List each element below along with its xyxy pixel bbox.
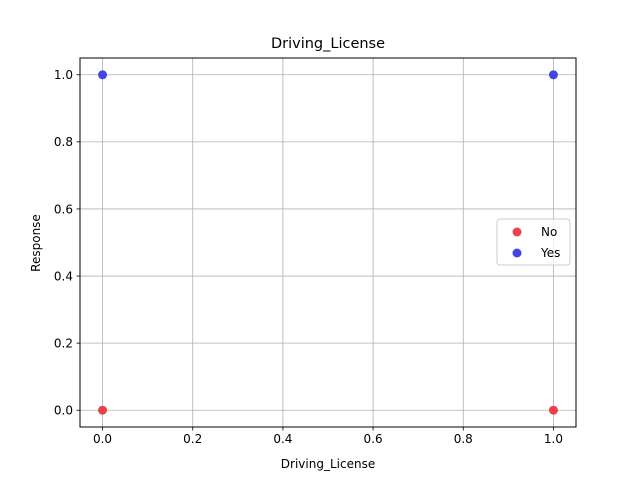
axis-ticks: 0.0 0.2 0.4 0.6 0.8 1.0 0.0 0.2 0.4 0.6 0.8 1.0 xyxy=(54,68,563,446)
grid-lines xyxy=(80,58,576,427)
plot-area xyxy=(80,58,576,427)
y-tick-label: 0.2 xyxy=(54,336,73,350)
y-tick-label: 0.8 xyxy=(54,135,73,149)
x-tick-label: 0.4 xyxy=(273,432,292,446)
plot-frame xyxy=(79,57,577,428)
x-tick-label: 0.0 xyxy=(93,432,112,446)
data-points xyxy=(98,70,558,415)
data-point-no xyxy=(548,405,558,415)
y-tick-label: 1.0 xyxy=(54,68,73,82)
y-tick-label: 0.0 xyxy=(54,404,73,418)
x-tick-label: 0.6 xyxy=(364,432,383,446)
y-tick-label: 0.6 xyxy=(54,202,73,216)
legend-marker-no xyxy=(512,227,522,237)
x-tick-label: 0.8 xyxy=(454,432,473,446)
legend-marker-yes xyxy=(512,248,522,258)
y-tick-label: 0.4 xyxy=(54,269,73,283)
chart-title: Driving_License xyxy=(271,36,385,52)
legend-label-yes: Yes xyxy=(540,246,560,260)
x-tick-label: 1.0 xyxy=(544,432,563,446)
data-point-no xyxy=(98,405,108,415)
x-axis-label: Driving_License xyxy=(281,457,375,471)
legend-label-no: No xyxy=(541,225,557,239)
data-point-yes xyxy=(98,70,108,80)
x-tick-label: 0.2 xyxy=(183,432,202,446)
y-axis-label: Response xyxy=(29,214,43,272)
data-point-yes xyxy=(548,70,558,80)
legend: No Yes xyxy=(496,218,571,266)
